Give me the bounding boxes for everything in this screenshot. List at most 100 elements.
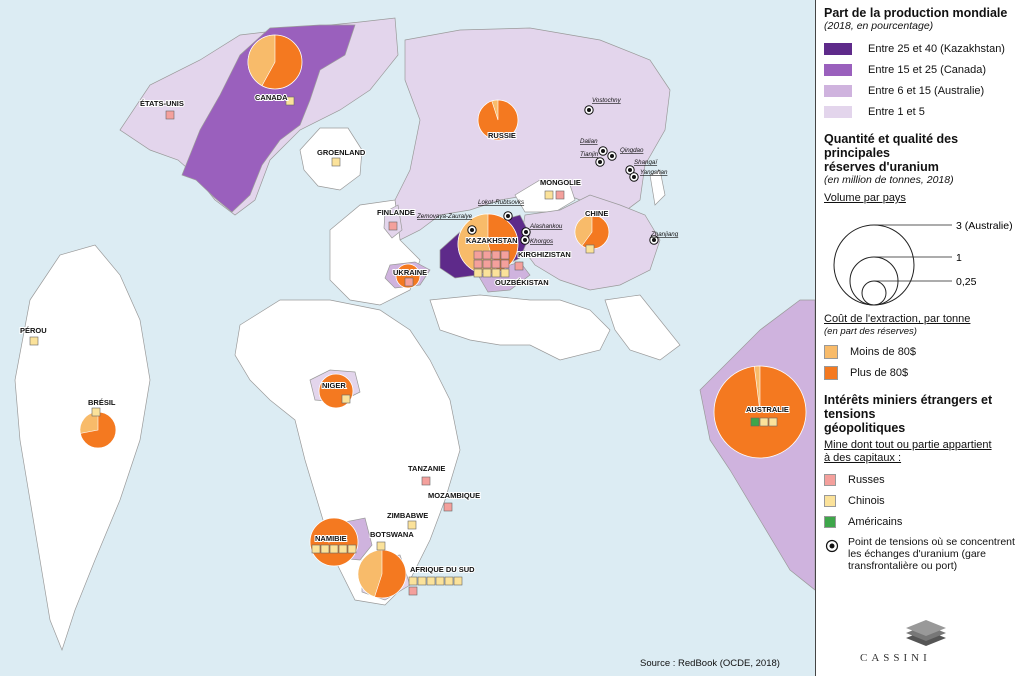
ownership-square-cn — [453, 576, 463, 586]
production-class-swatch — [824, 63, 852, 76]
country-label: KAZAKHSTAN — [466, 236, 518, 245]
ownership-square-cn — [347, 544, 357, 554]
production-class-row: Entre 25 et 40 (Kazakhstan) — [824, 38, 1015, 59]
owner-class-label: Russes — [848, 473, 885, 486]
country-label: MOZAMBIQUE — [428, 491, 480, 500]
ownership-square-cn — [473, 268, 483, 278]
ownership-square-cn — [338, 544, 348, 554]
country-label: BRÉSIL — [88, 398, 116, 407]
country-label: NAMIBIE — [315, 534, 347, 543]
tension-point-label: Lokot-Rubtsovks — [478, 199, 524, 206]
tension-point: Lokot-Rubtsovks — [478, 199, 524, 221]
ownership-square-ru — [408, 586, 418, 596]
ownership-square-cn — [417, 576, 427, 586]
country-label: KIRGHIZISTAN — [518, 250, 571, 259]
ownership-square-ru — [388, 221, 398, 231]
tension-point: Zemovaya-Zauralye — [416, 213, 477, 235]
ownership-square-cn — [500, 268, 510, 278]
mining-title-line1: Intérêts miniers étrangers et tensions — [824, 393, 993, 421]
production-class-row: Entre 15 et 25 (Canada) — [824, 59, 1015, 80]
reserve-pie — [79, 411, 117, 449]
ownership-square-cn — [544, 190, 554, 200]
volume-label-3: 3 (Australie) — [956, 220, 1013, 232]
owner-class-row: Chinois — [824, 490, 1015, 511]
ownership-squares — [29, 96, 778, 596]
country-label: MONGOLIE — [540, 178, 581, 187]
tension-point-label: Zemovaya-Zauralye — [416, 213, 473, 220]
publisher-name: CASSINI — [860, 652, 931, 664]
greenland-shape — [299, 127, 363, 191]
owner-class-label: Chinois — [848, 494, 885, 507]
tension-point-label: Shangaï — [634, 159, 658, 166]
country-label: ZIMBABWE — [387, 511, 428, 520]
country-label: OUZBÉKISTAN — [495, 278, 549, 287]
ownership-square-cn — [376, 541, 386, 551]
ownership-square-cn — [285, 96, 295, 106]
ownership-square-cn — [768, 417, 778, 427]
cost-class-label: Plus de 80$ — [850, 366, 909, 379]
ownership-square-cn — [435, 576, 445, 586]
cost-class-swatch — [824, 365, 838, 380]
tension-point-label: Zhanjiang — [650, 231, 679, 238]
owner-class-label: Américains — [848, 515, 903, 528]
production-class-swatch — [824, 42, 852, 55]
cost-subtitle: (en part des réserves) — [824, 326, 917, 337]
ownership-square-cn — [426, 576, 436, 586]
production-class-swatch — [824, 84, 852, 97]
ownership-square-cn — [29, 336, 39, 346]
owner-class-row: Américains — [824, 511, 1015, 532]
cost-class-swatch — [824, 344, 838, 359]
ownership-square-cn — [320, 544, 330, 554]
volume-circle-025 — [861, 280, 887, 306]
mine-owner-line1: Mine dont tout ou partie appartient — [824, 439, 992, 451]
volume-circle-3 — [833, 224, 915, 306]
mining-title-line2: géopolitiques — [824, 421, 906, 435]
volume-legend: 3 (Australie) 1 0,25 — [833, 220, 1013, 306]
ownership-square-ru — [165, 110, 175, 120]
owner-class-swatch — [824, 515, 836, 528]
tension-line3: transfrontalière ou port) — [848, 560, 958, 572]
country-label: CANADA — [255, 93, 288, 102]
ownership-square-ru — [482, 250, 492, 260]
cost-title: Coût de l'extraction, par tonne — [824, 313, 971, 325]
finland-shape — [383, 204, 403, 239]
ownership-square-cn — [408, 576, 418, 586]
ownership-square-ru — [491, 259, 501, 269]
tension-line1: Point de tensions où se concentrent — [848, 536, 1015, 548]
ownership-square-cn — [329, 544, 339, 554]
production-class-label: Entre 6 et 15 (Australie) — [868, 84, 985, 97]
ownership-square-cn — [91, 407, 101, 417]
production-class-swatch — [824, 105, 852, 118]
ownership-square-ru — [404, 277, 414, 287]
owner-classes: Russes Chinois Américains — [824, 469, 1015, 532]
production-title: Part de la production mondiale — [824, 6, 1008, 20]
ownership-square-ru — [500, 250, 510, 260]
cost-class-label: Moins de 80$ — [850, 345, 917, 358]
production-class-row: Entre 1 et 5 — [824, 101, 1015, 122]
ownership-square-ru — [473, 250, 483, 260]
tension-point-label: Vostochny — [592, 97, 622, 104]
volume-title: Volume par pays — [824, 192, 906, 204]
reserves-title-line2: réserves d'uranium — [824, 160, 939, 174]
tension-point: Tianjin — [580, 151, 605, 167]
tension-line2: les échanges d'uranium (gare — [848, 548, 987, 560]
reserve-pie — [309, 517, 359, 567]
tension-point-label: Qingdao — [620, 147, 644, 154]
ownership-square-ru — [500, 259, 510, 269]
cost-class-row: Moins de 80$ — [824, 341, 1015, 362]
tension-point: Vostochny — [584, 97, 622, 115]
volume-label-1: 1 — [956, 252, 962, 264]
country-label: RUSSIE — [488, 131, 516, 140]
ownership-square-ru — [473, 259, 483, 269]
world-map: Vostochny Dalian Tianjin Qingdao Shangaï Yang… — [0, 0, 815, 676]
ownership-square-cn — [311, 544, 321, 554]
country-label: AUSTRALIE — [746, 405, 789, 414]
country-labels: ÉTATS-UNIS CANADA GROENLAND RUSSIE MONGOLIE F… — [19, 92, 790, 575]
tension-points: Vostochny Dalian Tianjin Qingdao Shangaï Yang… — [416, 97, 679, 245]
country-label: BOTSWANA — [370, 530, 414, 539]
country-label: FINLANDE — [377, 208, 415, 217]
tension-point: Qingdao — [607, 147, 644, 161]
country-label: CHINE — [585, 209, 608, 218]
source-note: Source : RedBook (OCDE, 2018) — [640, 658, 780, 669]
